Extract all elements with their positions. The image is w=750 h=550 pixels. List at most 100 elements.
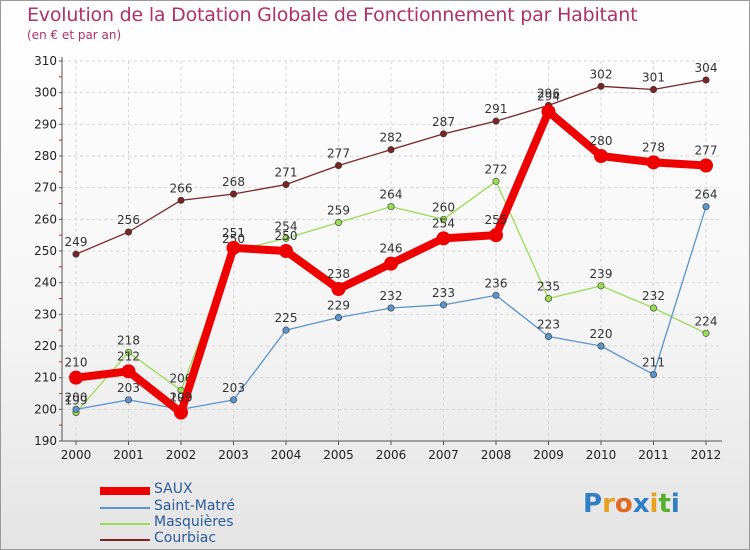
data-point-saint-matre — [439, 301, 447, 309]
data-point-saint-matre — [125, 396, 133, 404]
legend-label-masquieres: Masquières — [154, 514, 234, 530]
data-label-masquieres: 259 — [327, 204, 350, 218]
data-point-masquieres — [649, 304, 657, 312]
x-tick-label: 2005 — [323, 448, 354, 462]
data-point-courbiac — [702, 76, 710, 84]
data-point-saux — [331, 282, 346, 296]
data-label-saux: 250 — [275, 229, 298, 243]
data-point-courbiac — [649, 86, 657, 94]
proxiti-logo: Proxiti — [583, 489, 680, 519]
data-label-saux: 280 — [590, 134, 613, 148]
chart-subtitle: (en € et par an) — [27, 28, 122, 42]
line-chart: 190 200 210 220 230 240 250 260 270 280 290 300 310 2… — [34, 54, 722, 462]
data-label-saint-matre: 236 — [485, 276, 508, 290]
data-point-saux — [384, 256, 398, 271]
logo-letter-i2: i — [670, 489, 680, 519]
x-tick-label: 2008 — [481, 448, 512, 462]
data-point-saint-matre — [597, 342, 605, 350]
data-label-saint-matre: 264 — [695, 188, 718, 202]
logo-letter-r: r — [602, 489, 615, 519]
data-label-courbiac: 304 — [695, 61, 718, 75]
data-label-masquieres: 218 — [117, 333, 140, 347]
y-tick-label: 260 — [34, 212, 57, 226]
data-point-courbiac — [177, 196, 185, 204]
data-label-masquieres: 224 — [695, 314, 718, 328]
x-tick-label: 2000 — [61, 448, 92, 462]
data-label-saux: 212 — [117, 349, 140, 363]
data-point-masquieres — [597, 282, 605, 290]
x-tick-label: 2002 — [166, 448, 197, 462]
legend-swatch-saint-matre — [100, 507, 150, 509]
data-point-saint-matre — [334, 313, 342, 321]
logo-letter-t: t — [658, 489, 671, 519]
y-tick-label: 280 — [34, 149, 57, 163]
x-tick-label: 2001 — [113, 448, 144, 462]
data-label-saux: 238 — [327, 267, 350, 281]
data-label-masquieres: 272 — [485, 162, 508, 176]
data-point-saint-matre — [492, 291, 500, 299]
data-point-masquieres — [334, 219, 342, 227]
y-tick-label: 240 — [34, 276, 57, 290]
legend-item-saux: SAUX — [100, 481, 320, 499]
data-label-saux: 251 — [222, 226, 245, 240]
data-label-courbiac: 282 — [380, 131, 403, 145]
x-tick-label: 2010 — [586, 448, 617, 462]
data-label-courbiac: 287 — [432, 115, 455, 129]
data-label-saux: 199 — [170, 391, 193, 405]
data-label-masquieres: 260 — [432, 200, 455, 214]
data-point-saux — [489, 228, 503, 243]
data-point-saint-matre — [387, 304, 395, 312]
data-point-courbiac — [387, 146, 395, 154]
x-tick-label: 2009 — [533, 448, 564, 462]
data-point-saint-matre — [282, 326, 290, 334]
chart-title: Evolution de la Dotation Globale de Fonc… — [27, 4, 638, 26]
y-tick-label: 300 — [34, 86, 57, 100]
data-label-masquieres: 250 — [222, 232, 245, 246]
data-point-saux — [699, 158, 713, 173]
legend-label-saint-matre: Saint-Matré — [154, 498, 235, 514]
data-point-saux — [646, 155, 661, 170]
data-point-saux — [174, 405, 188, 420]
data-point-masquieres — [492, 177, 500, 185]
data-label-courbiac: 249 — [65, 235, 88, 249]
data-point-saint-matre — [72, 405, 80, 413]
data-point-courbiac — [282, 181, 290, 189]
data-label-masquieres: 199 — [65, 394, 88, 408]
legend-item-masquieres: Masquières — [100, 514, 320, 532]
data-label-saint-matre: 203 — [117, 381, 140, 395]
y-tick-label: 190 — [34, 434, 57, 448]
y-tick-label: 310 — [34, 54, 57, 68]
data-label-courbiac: 277 — [327, 147, 350, 161]
logo-letter-i: i — [649, 489, 659, 519]
data-point-masquieres — [125, 348, 133, 356]
data-point-saux — [226, 240, 241, 255]
data-point-saux — [594, 149, 608, 163]
x-tick-label: 2007 — [428, 448, 459, 462]
data-label-saint-matre: 232 — [380, 289, 403, 303]
series-line-courbiac — [75, 79, 707, 255]
data-label-saint-matre: 200 — [65, 390, 88, 404]
logo-letter-x: x — [632, 489, 650, 519]
data-point-courbiac — [230, 190, 238, 198]
legend-label-courbiac: Courbiac — [154, 530, 217, 546]
data-point-saint-matre — [544, 332, 552, 340]
data-label-saux: 246 — [380, 242, 403, 256]
data-label-courbiac: 268 — [222, 175, 245, 189]
logo-letter-p: P — [583, 489, 603, 519]
data-point-masquieres — [702, 329, 710, 337]
data-point-saux — [541, 104, 556, 119]
data-point-courbiac — [439, 130, 447, 138]
data-point-masquieres — [387, 203, 395, 211]
data-label-saux: 254 — [432, 216, 455, 230]
x-tick-label: 2011 — [638, 448, 669, 462]
data-label-masquieres: 239 — [590, 267, 613, 281]
data-point-saux — [121, 364, 136, 379]
y-tick-label: 290 — [34, 117, 57, 131]
data-point-saint-matre — [649, 370, 657, 378]
data-label-masquieres: 235 — [537, 280, 560, 294]
data-label-masquieres: 264 — [380, 188, 403, 202]
legend-item-courbiac: Courbiac — [100, 530, 320, 548]
data-point-saint-matre — [702, 203, 710, 211]
legend-item-saint-matre: Saint-Matré — [100, 498, 320, 516]
data-label-saux: 277 — [695, 144, 718, 158]
